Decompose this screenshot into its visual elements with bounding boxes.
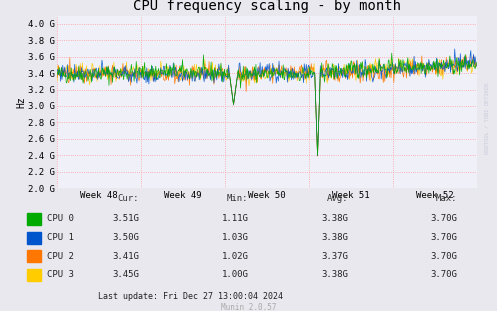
Title: CPU frequency scaling - by month: CPU frequency scaling - by month <box>133 0 401 13</box>
Text: CPU 3: CPU 3 <box>47 271 74 279</box>
Text: 1.11G: 1.11G <box>222 215 248 223</box>
Text: Min:: Min: <box>227 193 248 202</box>
Text: 3.37G: 3.37G <box>321 252 348 261</box>
Text: 3.45G: 3.45G <box>112 271 139 279</box>
Text: 1.02G: 1.02G <box>222 252 248 261</box>
Y-axis label: Hz: Hz <box>16 96 26 108</box>
Text: 3.70G: 3.70G <box>430 215 457 223</box>
Text: Cur:: Cur: <box>118 193 139 202</box>
Text: Last update: Fri Dec 27 13:00:04 2024: Last update: Fri Dec 27 13:00:04 2024 <box>98 292 283 300</box>
Text: 3.41G: 3.41G <box>112 252 139 261</box>
Text: 1.00G: 1.00G <box>222 271 248 279</box>
Text: 3.70G: 3.70G <box>430 252 457 261</box>
Text: Avg:: Avg: <box>327 193 348 202</box>
Text: Munin 2.0.57: Munin 2.0.57 <box>221 303 276 311</box>
Text: 3.70G: 3.70G <box>430 271 457 279</box>
Text: 3.38G: 3.38G <box>321 271 348 279</box>
Text: RRDTOOL / TOBI OETIKER: RRDTOOL / TOBI OETIKER <box>485 82 490 154</box>
Text: 3.38G: 3.38G <box>321 215 348 223</box>
Text: 3.38G: 3.38G <box>321 233 348 242</box>
Text: 3.50G: 3.50G <box>112 233 139 242</box>
Text: Max:: Max: <box>436 193 457 202</box>
Text: 3.51G: 3.51G <box>112 215 139 223</box>
Text: CPU 2: CPU 2 <box>47 252 74 261</box>
Text: CPU 1: CPU 1 <box>47 233 74 242</box>
Text: 3.70G: 3.70G <box>430 233 457 242</box>
Text: 1.03G: 1.03G <box>222 233 248 242</box>
Text: CPU 0: CPU 0 <box>47 215 74 223</box>
